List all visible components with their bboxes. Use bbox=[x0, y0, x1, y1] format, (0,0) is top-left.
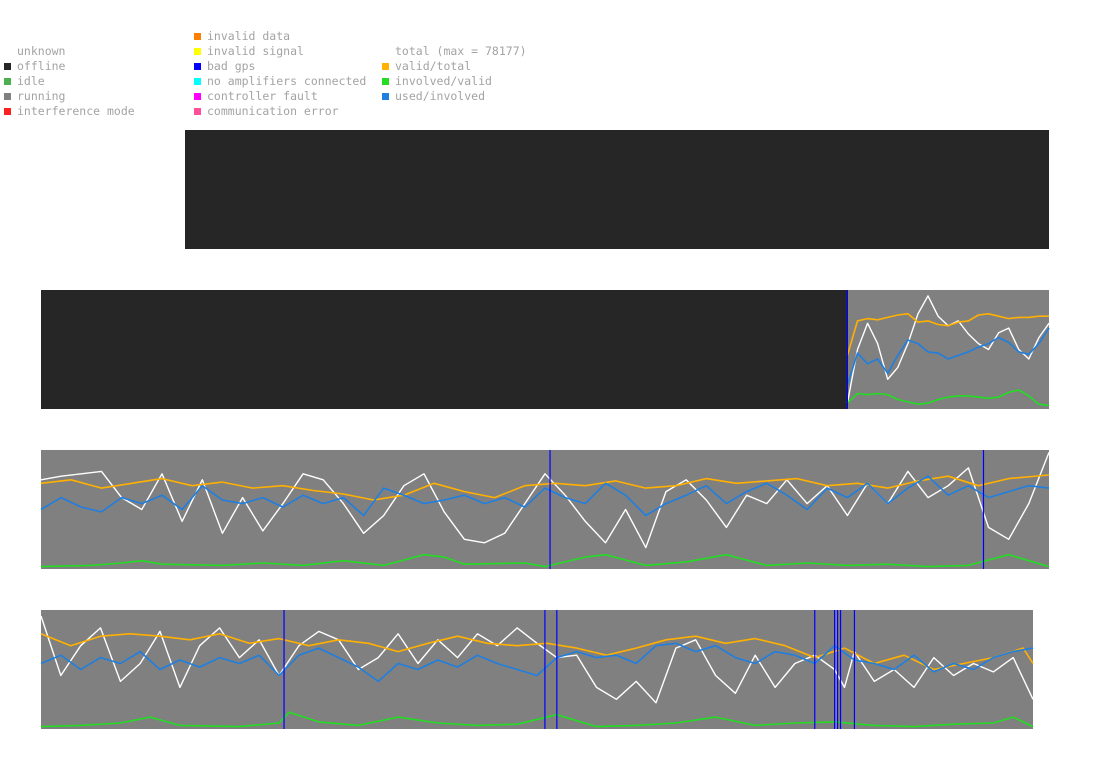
legend-item-idle: idle bbox=[4, 74, 179, 89]
legend-label: no amplifiers connected bbox=[207, 74, 367, 88]
legend-label: communication error bbox=[207, 104, 339, 118]
legend-item-interference-mode: interference mode bbox=[4, 104, 179, 119]
legend-label: invalid data bbox=[207, 29, 291, 43]
legend-label: unknown bbox=[17, 44, 66, 58]
swatch-icon bbox=[194, 33, 201, 40]
series-line-involved-valid bbox=[846, 389, 1050, 407]
legend-errors: invalid data invalid signal bad gps no a… bbox=[194, 29, 379, 119]
legend-heading-total: total (max = 78177) bbox=[382, 44, 552, 59]
swatch-icon bbox=[4, 93, 11, 100]
swatch-icon bbox=[194, 108, 201, 115]
legend-label: offline bbox=[17, 59, 66, 73]
legend-status: unknown offline idle running interferenc… bbox=[4, 44, 179, 119]
status-segment-running bbox=[41, 450, 1049, 569]
legend-item-involved-valid: involved/valid bbox=[382, 74, 552, 89]
series-line-valid-total bbox=[846, 313, 1049, 356]
legend-label: involved/valid bbox=[395, 74, 492, 88]
status-segment-running bbox=[41, 610, 1033, 729]
status-segment-offline bbox=[185, 130, 1049, 249]
legend-label: bad gps bbox=[207, 59, 256, 73]
series-line-used-involved bbox=[40, 642, 1034, 683]
legend-label: running bbox=[17, 89, 66, 103]
legend-item-communication-error: communication error bbox=[194, 104, 379, 119]
legend-item-controller-fault: controller fault bbox=[194, 89, 379, 104]
legend-item-offline: offline bbox=[4, 59, 179, 74]
legend-item-valid-total: valid/total bbox=[382, 59, 552, 74]
swatch-icon bbox=[194, 93, 201, 100]
series-line-valid-total bbox=[40, 474, 1050, 501]
legend-lines: total (max = 78177) valid/total involved… bbox=[382, 44, 552, 104]
series-line-involved-valid bbox=[40, 711, 1034, 728]
legend-label: controller fault bbox=[207, 89, 318, 103]
legend-item-unknown: unknown bbox=[4, 44, 179, 59]
legend-item-bad-gps: bad gps bbox=[194, 59, 379, 74]
series-line-used-involved bbox=[846, 327, 1050, 386]
swatch-icon bbox=[4, 108, 11, 115]
legend-label: invalid signal bbox=[207, 44, 304, 58]
swatch-icon bbox=[194, 48, 201, 55]
series-line-involved-valid bbox=[40, 553, 1050, 568]
legend-item-invalid-data: invalid data bbox=[194, 29, 379, 44]
swatch-icon bbox=[194, 63, 201, 70]
swatch-icon bbox=[382, 78, 389, 85]
series-line-total bbox=[40, 615, 1034, 704]
status-segment-offline bbox=[41, 290, 848, 409]
legend-label: used/involved bbox=[395, 89, 486, 103]
series-line-valid-total bbox=[40, 633, 1034, 671]
legend-label: valid/total bbox=[395, 59, 472, 73]
legend-label: idle bbox=[17, 74, 45, 88]
swatch-icon bbox=[382, 93, 389, 100]
legend-label: interference mode bbox=[17, 104, 135, 118]
swatch-icon bbox=[4, 63, 11, 70]
legend-item-running: running bbox=[4, 89, 179, 104]
legend-item-no-amplifiers: no amplifiers connected bbox=[194, 74, 379, 89]
swatch-icon bbox=[382, 63, 389, 70]
legend-heading: total (max = 78177) bbox=[395, 44, 527, 58]
swatch-icon bbox=[4, 78, 11, 85]
legend-item-invalid-signal: invalid signal bbox=[194, 44, 379, 59]
swatch-icon bbox=[194, 78, 201, 85]
legend-item-used-involved: used/involved bbox=[382, 89, 552, 104]
series-line-used-involved bbox=[40, 475, 1050, 517]
